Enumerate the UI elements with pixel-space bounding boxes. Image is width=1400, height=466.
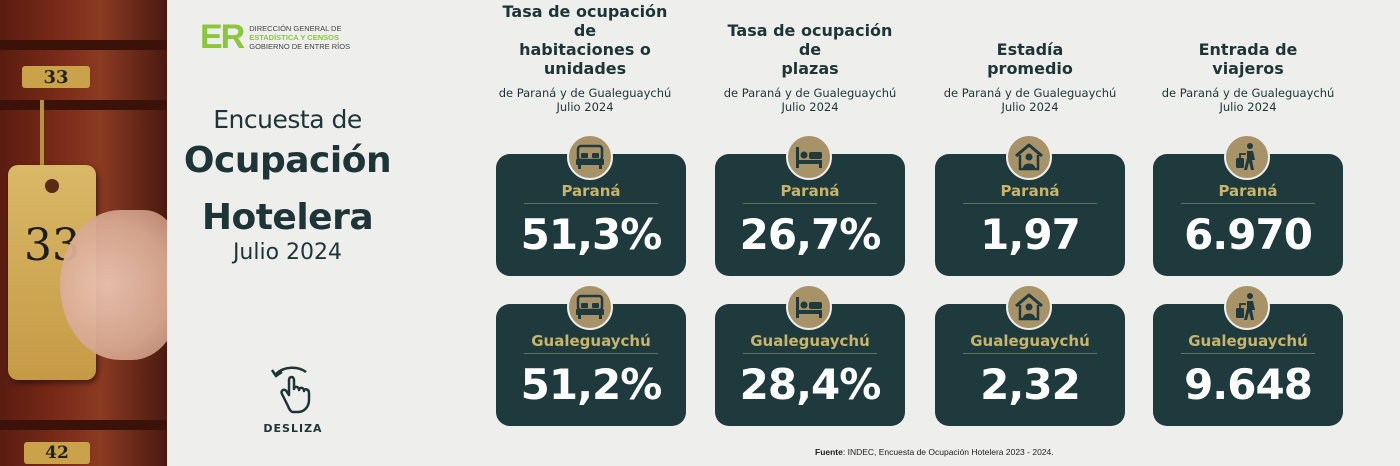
column-title-line1: Estadía xyxy=(996,40,1064,59)
column-subtitle-line1: de Paraná y de Gualeguaychú xyxy=(943,86,1117,100)
title-line3: Hotelera xyxy=(201,197,374,238)
divider xyxy=(963,203,1097,204)
card-value: 6.970 xyxy=(1184,210,1313,259)
divider xyxy=(743,353,877,354)
column-subtitle: de Paraná y de Gualeguaychú Julio 2024 xyxy=(935,86,1125,114)
logo-line3: GOBIERNO DE ENTRE RÍOS xyxy=(249,41,351,51)
source-text: : INDEC, Encuesta de Ocupación Hotelera … xyxy=(842,447,1054,457)
column-title-line2: viajeros xyxy=(1212,59,1284,78)
divider xyxy=(1181,203,1315,204)
column-estadia: Estadía promedio de Paraná y de Gualegua… xyxy=(935,38,1125,114)
column-plazas: Tasa de ocupación de plazas de Paraná y … xyxy=(715,21,905,114)
column-subtitle: de Paraná y de Gualeguaychú Julio 2024 xyxy=(1153,86,1343,114)
page-title: Encuesta de Ocupación Hotelera Julio 202… xyxy=(180,105,395,265)
divider xyxy=(524,353,658,354)
column-title-line2: promedio xyxy=(987,59,1073,78)
card-value: 26,7% xyxy=(739,210,882,259)
column-subtitle-line2: Julio 2024 xyxy=(1001,100,1059,114)
er-logo: ER DIRECCIÓN GENERAL DE ESTADÍSTICA Y CE… xyxy=(200,20,350,54)
column-title-line1: Tasa de ocupación de xyxy=(502,2,668,40)
card-value: 28,4% xyxy=(739,360,882,409)
column-subtitle-line2: Julio 2024 xyxy=(556,100,614,114)
logo-mark: ER xyxy=(200,18,245,56)
card-city: Paraná xyxy=(1218,182,1278,200)
traveler-luggage-icon xyxy=(1224,134,1270,180)
swipe-hand-icon xyxy=(270,366,311,414)
key-tag-bottom: 42 xyxy=(24,442,90,464)
column-title: Tasa de ocupación de plazas xyxy=(715,21,905,78)
card-value: 51,2% xyxy=(520,360,663,409)
card-estadia-gualeguaychu: Gualeguaychú 2,32 xyxy=(935,284,1125,426)
key-hook xyxy=(40,100,44,170)
divider xyxy=(743,203,877,204)
column-viajeros: Entrada de viajeros de Paraná y de Guale… xyxy=(1153,38,1343,114)
bed-room-icon xyxy=(567,134,613,180)
swipe-label: DESLIZA xyxy=(263,422,323,435)
card-habitaciones-gualeguaychu: Gualeguaychú 51,2% xyxy=(496,284,686,426)
person-bed-icon xyxy=(786,284,832,330)
person-bed-icon xyxy=(786,134,832,180)
card-value: 1,97 xyxy=(980,210,1081,259)
source-note: Fuente: INDEC, Encuesta de Ocupación Hot… xyxy=(815,447,1054,457)
column-subtitle-line1: de Paraná y de Gualeguaychú xyxy=(498,86,672,100)
column-habitaciones: Tasa de ocupación de habitaciones o unid… xyxy=(490,2,680,114)
column-subtitle-line1: de Paraná y de Gualeguaychú xyxy=(1161,86,1335,100)
card-viajeros-parana: Paraná 6.970 xyxy=(1153,134,1343,276)
column-subtitle-line2: Julio 2024 xyxy=(1219,100,1277,114)
column-title: Estadía promedio xyxy=(935,38,1125,78)
shelf xyxy=(0,420,167,430)
hotel-key-photo: 33 33 42 xyxy=(0,0,167,466)
card-plazas-gualeguaychu: Gualeguaychú 28,4% xyxy=(715,284,905,426)
house-person-icon xyxy=(1006,134,1052,180)
traveler-luggage-icon xyxy=(1224,284,1270,330)
shelf xyxy=(0,40,167,50)
title-date: Julio 2024 xyxy=(232,240,343,265)
column-subtitle: de Paraná y de Gualeguaychú Julio 2024 xyxy=(490,86,680,114)
source-label: Fuente xyxy=(815,447,843,457)
swipe-hint[interactable]: DESLIZA xyxy=(258,362,328,435)
card-city: Paraná xyxy=(561,182,621,200)
logo-text: DIRECCIÓN GENERAL DE ESTADÍSTICA Y CENSO… xyxy=(249,24,350,51)
house-person-icon xyxy=(1006,284,1052,330)
card-estadia-parana: Paraná 1,97 xyxy=(935,134,1125,276)
card-value: 51,3% xyxy=(520,210,663,259)
divider xyxy=(1181,353,1315,354)
logo-line2: ESTADÍSTICA Y CENSOS xyxy=(249,32,339,42)
key-tag-top: 33 xyxy=(22,66,90,88)
column-subtitle-line1: de Paraná y de Gualeguaychú xyxy=(723,86,897,100)
card-value: 9.648 xyxy=(1184,360,1313,409)
title-line2: Ocupación xyxy=(183,140,392,181)
divider xyxy=(524,203,658,204)
card-city: Paraná xyxy=(1000,182,1060,200)
card-habitaciones-parana: Paraná 51,3% xyxy=(496,134,686,276)
card-city: Gualeguaychú xyxy=(531,332,651,350)
divider xyxy=(963,353,1097,354)
key-tag-hole xyxy=(45,179,59,193)
bed-room-icon xyxy=(567,284,613,330)
logo-line1: DIRECCIÓN GENERAL DE xyxy=(249,23,342,33)
card-plazas-parana: Paraná 26,7% xyxy=(715,134,905,276)
column-title-line2: plazas xyxy=(781,59,839,78)
shelf xyxy=(0,100,167,110)
column-title: Tasa de ocupación de habitaciones o unid… xyxy=(490,2,680,78)
column-title-line1: Tasa de ocupación de xyxy=(727,21,893,59)
hand xyxy=(60,210,167,360)
card-viajeros-gualeguaychu: Gualeguaychú 9.648 xyxy=(1153,284,1343,426)
column-title-line2: habitaciones o unidades xyxy=(519,40,651,78)
column-title-line1: Entrada de xyxy=(1198,40,1298,59)
card-city: Paraná xyxy=(780,182,840,200)
card-city: Gualeguaychú xyxy=(1188,332,1308,350)
column-title: Entrada de viajeros xyxy=(1153,38,1343,78)
card-value: 2,32 xyxy=(980,360,1081,409)
title-line1: Encuesta de xyxy=(213,105,362,134)
card-city: Gualeguaychú xyxy=(750,332,870,350)
column-subtitle-line2: Julio 2024 xyxy=(781,100,839,114)
column-subtitle: de Paraná y de Gualeguaychú Julio 2024 xyxy=(715,86,905,114)
card-city: Gualeguaychú xyxy=(970,332,1090,350)
